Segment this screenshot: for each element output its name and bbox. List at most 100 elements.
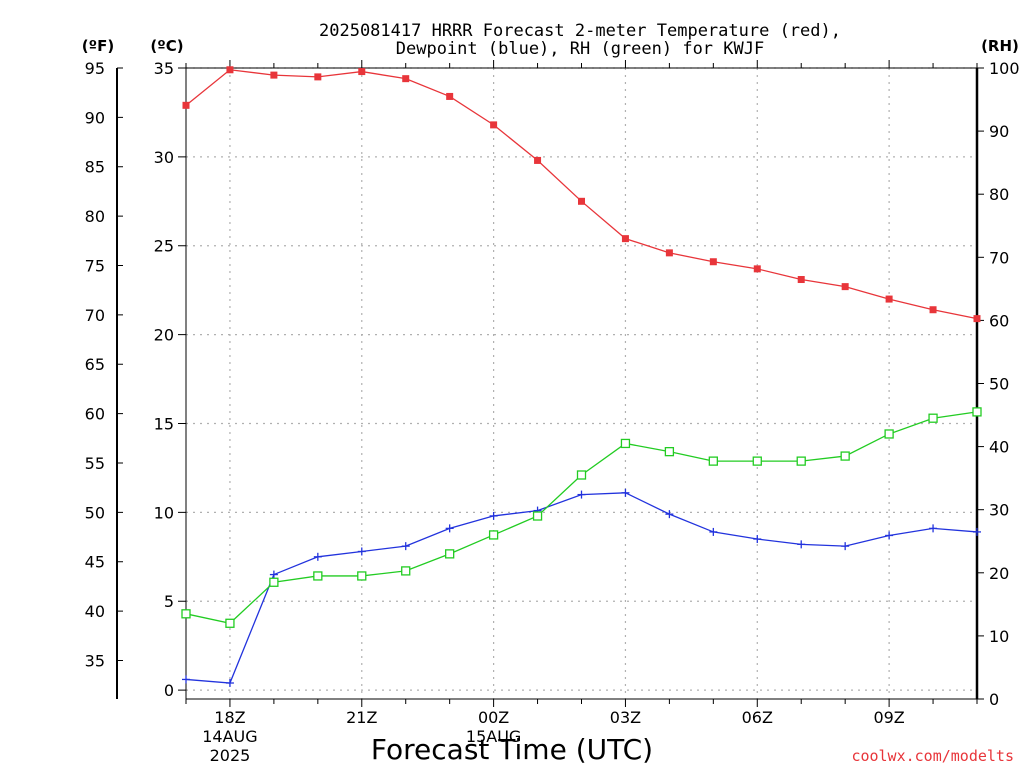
fahrenheit-tick-label: 40 [85,602,105,621]
fahrenheit-tick-label: 50 [85,503,105,522]
rh-point [752,456,762,466]
dewpoint-point [401,542,410,551]
celsius-unit-label: (ºC) [150,37,183,55]
rh-point [532,511,543,521]
temperature-point [534,156,542,164]
fahrenheit-tick-label: 65 [85,355,105,374]
temperature-point [621,235,629,243]
rh-point [884,429,894,439]
dewpoint-point [225,679,234,688]
source-credit: coolwx.com/modelts [851,747,1014,765]
fahrenheit-tick-label: 60 [85,405,105,424]
rh-tick-label: 100 [989,59,1020,78]
rh-point [664,446,675,457]
temperature-point [885,295,893,303]
dewpoint-point [665,510,674,519]
rh-point [620,438,631,449]
dewpoint-point [577,490,586,499]
temperature-point [358,68,366,76]
fahrenheit-tick-label: 90 [85,108,105,127]
dewpoint-point [621,488,630,497]
celsius-tick-label: 35 [154,59,174,78]
dewpoint-point [797,540,806,549]
dewpoint-point [313,552,322,561]
axes: 0510152025303535404550556065707580859095… [85,59,1020,765]
temperature-point [929,306,937,314]
celsius-tick-label: 15 [154,414,174,433]
temperature-point [226,66,234,74]
rh-tick-label: 10 [989,627,1009,646]
dewpoint-point [709,527,718,536]
rh-point [181,609,191,619]
rh-tick-label: 90 [989,122,1009,141]
x-tick-label: 00Z [478,708,509,727]
chart-title-line-2: Dewpoint (blue), RH (green) for KWJF [396,39,764,59]
celsius-tick-label: 0 [164,681,174,700]
rh-point [269,577,279,587]
rh-point [928,413,938,423]
temperature-point [270,71,278,79]
fahrenheit-tick-label: 55 [85,454,105,473]
rh-tick-label: 80 [989,185,1009,204]
x-tick-label: 18Z [214,708,245,727]
temperature-point [665,249,673,257]
dewpoint-point [489,511,498,520]
celsius-tick-label: 25 [154,237,174,256]
rh-tick-label: 40 [989,438,1009,457]
rh-unit-label: (RH) [981,37,1019,55]
rh-line [185,411,978,624]
rh-tick-label: 70 [989,248,1009,267]
temperature-point [709,258,717,266]
dewpoint-point [182,675,190,684]
temperature-point [446,92,454,100]
rh-point [840,451,850,461]
celsius-tick-label: 30 [154,148,174,167]
fahrenheit-tick-label: 45 [85,553,105,572]
temperature-point [841,283,849,291]
x-tick-label: 15AUG [466,727,521,746]
x-axis-label: Forecast Time (UTC) [371,733,653,766]
rh-point [972,407,982,417]
fahrenheit-tick-label: 85 [85,158,105,177]
rh-point [401,566,411,576]
rh-point [225,618,235,628]
dewpoint-point [841,542,850,551]
rh-tick-label: 0 [989,690,999,709]
temperature-point [314,73,322,81]
fahrenheit-unit-label: (ºF) [82,37,114,55]
fahrenheit-tick-label: 75 [85,256,105,275]
rh-tick-label: 50 [989,375,1009,394]
series-layer [181,66,982,688]
gridlines [186,67,977,699]
rh-tick-label: 60 [989,311,1009,330]
dewpoint-point [885,531,894,540]
dewpoint-point [269,570,278,579]
temperature-point [578,197,585,205]
x-tick-label: 2025 [210,746,251,765]
x-tick-label: 14AUG [202,727,257,746]
rh-tick-label: 30 [989,501,1009,520]
temperature-point [753,265,761,273]
rh-point [488,530,499,540]
temperature-point [973,315,981,323]
dewpoint-point [445,524,454,533]
x-tick-label: 09Z [873,708,904,727]
fahrenheit-tick-label: 35 [85,651,105,670]
rh-point [357,571,367,581]
dewpoint-line [185,492,978,684]
temperature-point [402,75,410,83]
temperature-point [490,121,498,129]
dewpoint-point [357,547,366,556]
rh-point [576,470,587,480]
dewpoint-point [973,527,981,536]
fahrenheit-tick-label: 80 [85,207,105,226]
celsius-tick-label: 20 [154,326,174,345]
celsius-tick-label: 5 [164,592,174,611]
dewpoint-point [929,524,938,533]
rh-point [708,456,718,466]
rh-tick-label: 20 [989,564,1009,583]
dewpoint-point [753,535,762,544]
x-tick-label: 21Z [346,708,377,727]
